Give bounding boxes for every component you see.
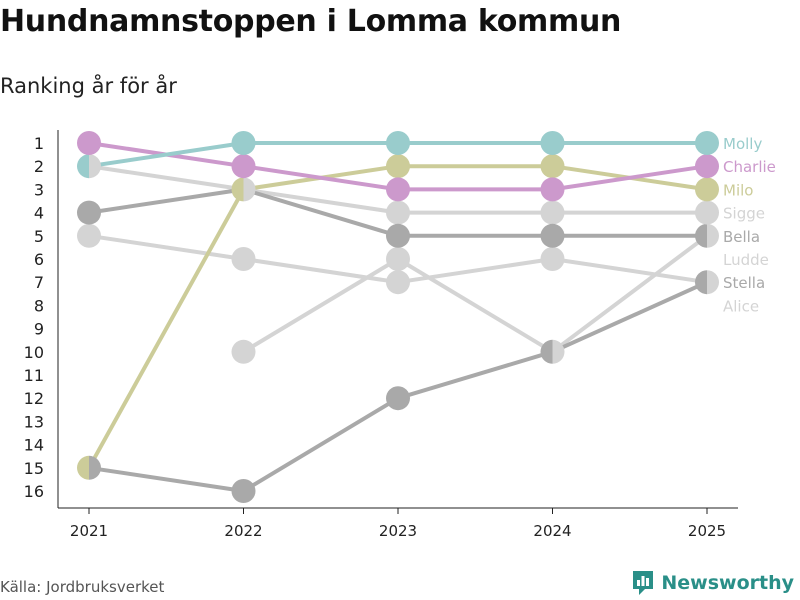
x-tick-label: 2023 bbox=[379, 522, 417, 540]
brand[interactable]: Newsworthy bbox=[631, 569, 794, 597]
y-tick-label: 1 bbox=[34, 134, 44, 153]
chart-title: Hundnamnstoppen i Lomma kommun bbox=[0, 4, 622, 39]
point-2021-rank-15-left bbox=[77, 455, 89, 480]
point-2021-rank-2-left bbox=[77, 154, 89, 179]
point-2022-rank-2 bbox=[231, 154, 256, 179]
y-tick-label: 4 bbox=[34, 204, 44, 223]
x-tick-label: 2022 bbox=[224, 522, 262, 540]
y-tick-label: 16 bbox=[24, 482, 44, 501]
y-tick-label: 8 bbox=[34, 296, 44, 315]
y-tick-label: 3 bbox=[34, 180, 44, 199]
source-note: Källa: Jordbruksverket bbox=[0, 578, 165, 596]
point-2022-rank-6 bbox=[231, 247, 256, 271]
y-tick-label: 6 bbox=[34, 250, 44, 269]
x-tick-label: 2024 bbox=[533, 522, 571, 540]
point-2024-rank-6 bbox=[540, 247, 565, 271]
y-tick-label: 14 bbox=[24, 436, 44, 455]
series-label-ludde: Ludde bbox=[723, 251, 769, 269]
point-2023-rank-6 bbox=[386, 247, 410, 271]
point-2022-rank-10 bbox=[231, 339, 256, 364]
series-label-sigge: Sigge bbox=[723, 205, 765, 223]
point-2025-rank-7-left bbox=[695, 270, 707, 295]
x-tick-label: 2021 bbox=[70, 522, 108, 540]
y-tick-label: 12 bbox=[24, 389, 44, 408]
point-2025-rank-5-left bbox=[695, 223, 707, 248]
series-label-molly: Molly bbox=[723, 135, 762, 153]
point-2021-rank-5 bbox=[77, 223, 101, 248]
series-label-charlie: Charlie bbox=[723, 158, 776, 176]
point-2025-rank-5-right bbox=[707, 223, 719, 248]
point-2024-rank-10-left bbox=[540, 339, 553, 364]
brand-name: Newsworthy bbox=[661, 572, 794, 594]
point-2023-rank-2 bbox=[386, 154, 410, 179]
point-2022-rank-16 bbox=[231, 479, 256, 503]
y-tick-label: 13 bbox=[24, 412, 44, 431]
y-tick-label: 11 bbox=[24, 366, 44, 385]
series-line-alice bbox=[241, 233, 709, 354]
point-2025-rank-2 bbox=[695, 154, 719, 179]
point-2023-rank-1 bbox=[386, 131, 410, 155]
series-label-milo: Milo bbox=[723, 181, 753, 199]
point-2023-rank-5 bbox=[386, 223, 410, 248]
series-label-bella: Bella bbox=[723, 228, 760, 246]
series-label-alice: Alice bbox=[723, 297, 759, 315]
x-tick-label: 2025 bbox=[688, 522, 726, 540]
point-2024-rank-4 bbox=[540, 200, 565, 225]
point-2023-rank-3 bbox=[386, 177, 410, 202]
series-label-stella: Stella bbox=[723, 274, 765, 292]
point-2024-rank-3 bbox=[540, 177, 565, 202]
point-2025-rank-4 bbox=[695, 200, 719, 225]
point-2021-rank-1 bbox=[77, 131, 101, 155]
point-2022-rank-3-right bbox=[243, 177, 256, 202]
point-2022-rank-3-left bbox=[231, 177, 244, 202]
y-tick-label: 10 bbox=[24, 343, 44, 362]
y-tick-label: 7 bbox=[34, 273, 44, 292]
point-2024-rank-5 bbox=[540, 223, 565, 248]
point-2025-rank-3 bbox=[695, 177, 719, 202]
point-2025-rank-1 bbox=[695, 131, 719, 155]
y-tick-label: 15 bbox=[24, 459, 44, 478]
point-2023-rank-12 bbox=[386, 386, 410, 411]
point-2025-rank-7-right bbox=[707, 270, 719, 295]
point-2021-rank-15-right bbox=[89, 455, 101, 480]
chart-subtitle: Ranking år för år bbox=[0, 74, 177, 98]
point-2022-rank-1 bbox=[231, 131, 256, 155]
y-tick-label: 5 bbox=[34, 227, 44, 246]
point-2021-rank-4 bbox=[77, 200, 101, 225]
newsworthy-logo-icon bbox=[633, 571, 654, 595]
point-2023-rank-4 bbox=[386, 200, 410, 225]
point-2024-rank-1 bbox=[540, 131, 565, 155]
y-tick-label: 2 bbox=[34, 157, 44, 176]
point-2021-rank-2-right bbox=[89, 154, 101, 179]
point-2024-rank-2 bbox=[540, 154, 565, 179]
y-tick-label: 9 bbox=[34, 320, 44, 339]
point-2024-rank-10-right bbox=[552, 339, 565, 364]
point-2023-rank-7 bbox=[386, 270, 410, 295]
